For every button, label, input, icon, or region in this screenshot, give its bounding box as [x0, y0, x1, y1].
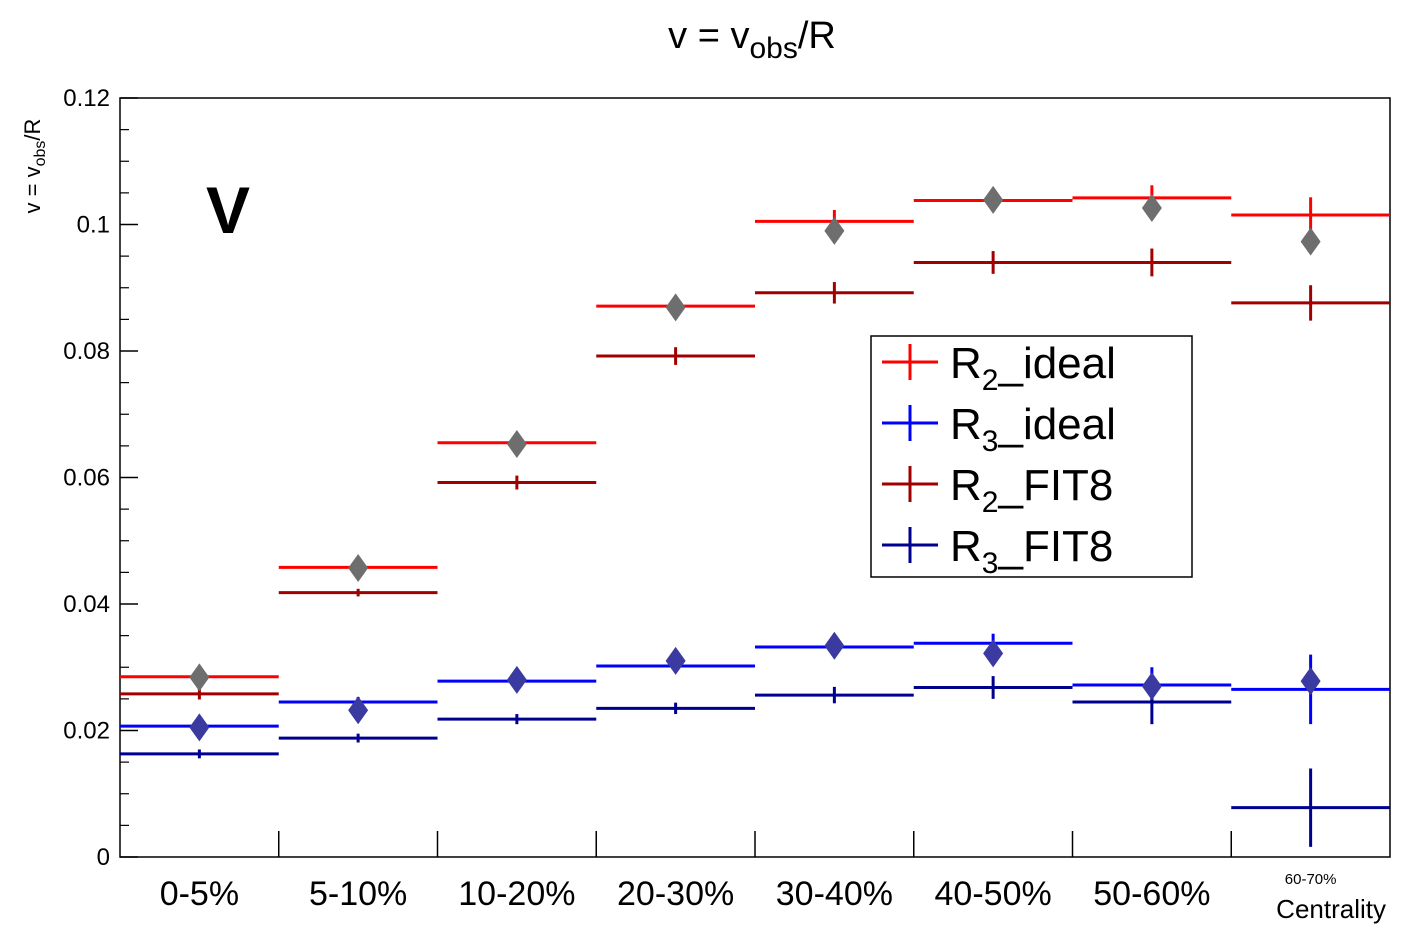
- observed-v3-point: [1141, 672, 1162, 701]
- observed-v2-point: [1300, 227, 1321, 256]
- y-tick-label: 0.06: [63, 465, 110, 492]
- plot-annotation: V: [206, 173, 250, 247]
- chart-title: v = vobs/R: [668, 15, 836, 65]
- observed-v2-point: [665, 293, 686, 322]
- x-axis-label: Centrality: [1276, 894, 1386, 924]
- observed-v2-point: [824, 216, 845, 245]
- y-axis-ticks: 0 0.02 0.04 0.06 0.08 0.1 0.12: [63, 85, 138, 871]
- y-axis-label: v = vobs/R: [20, 119, 49, 214]
- observed-v2-point: [348, 553, 369, 582]
- legend-label: R2_FIT8: [950, 461, 1113, 519]
- observed-v2-point: [506, 429, 527, 458]
- series-group: [120, 676, 1390, 847]
- observed-v3-point: [1300, 667, 1321, 696]
- observed-v3-point: [665, 646, 686, 675]
- y-tick-label: 0: [97, 844, 110, 871]
- x-category-label: 50-60%: [1093, 875, 1210, 913]
- y-tick-label: 0.02: [63, 718, 110, 745]
- y-tick-label: 0.04: [63, 591, 110, 618]
- legend-box: [870, 335, 1193, 578]
- observed-v3-point: [983, 639, 1004, 668]
- x-category-label: 5-10%: [309, 875, 407, 913]
- series-layer: [120, 185, 1390, 847]
- legend-label: R3_ideal: [950, 400, 1116, 458]
- observed-v3-point: [506, 665, 527, 694]
- y-tick-label: 0.1: [77, 212, 110, 239]
- series-group: [120, 185, 1390, 684]
- observed-v2-point: [1141, 194, 1162, 223]
- y-tick-label: 0.12: [63, 85, 110, 112]
- x-category-label: 0-5%: [160, 875, 239, 913]
- observed-v2-point: [189, 663, 210, 692]
- legend-label: R3_FIT8: [950, 522, 1113, 580]
- observed-v3-point: [189, 713, 210, 742]
- x-axis-ticks: 0-5% 5-10% 10-20% 20-30% 30-40% 40-50% 50-60% 6…: [160, 831, 1337, 913]
- observed-points-layer: [189, 185, 1321, 742]
- y-tick-label: 0.08: [63, 338, 110, 365]
- observed-v3-point: [824, 631, 845, 660]
- x-category-label: 60-70%: [1285, 871, 1337, 888]
- x-category-label: 10-20%: [458, 875, 575, 913]
- series-group: [120, 633, 1390, 731]
- plot-frame: [119, 97, 1391, 858]
- legend-label: R2_ideal: [950, 339, 1116, 397]
- x-category-label: 30-40%: [776, 875, 893, 913]
- x-category-label: 20-30%: [617, 875, 734, 913]
- observed-v2-point: [983, 185, 1004, 214]
- series-group: [120, 248, 1390, 700]
- x-category-label: 40-50%: [935, 875, 1052, 913]
- observed-v3-point: [348, 696, 369, 725]
